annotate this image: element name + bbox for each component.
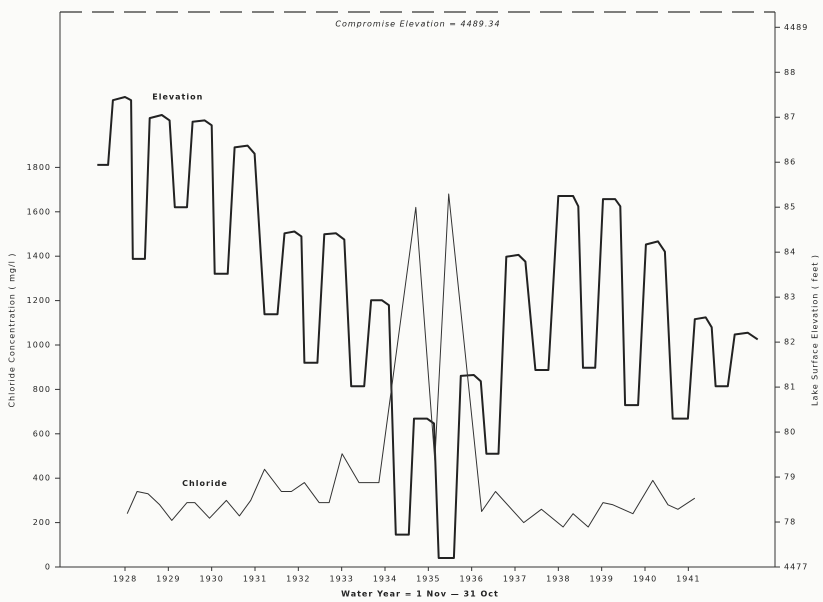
y2-tick-label: 85 xyxy=(784,203,796,212)
x-tick-label: 1941 xyxy=(676,575,700,584)
x-tick-label: 1939 xyxy=(589,575,613,584)
y-tick-label: 800 xyxy=(33,385,51,394)
x-tick-label: 1932 xyxy=(286,575,310,584)
series-line xyxy=(126,193,696,528)
y-tick-label: 1400 xyxy=(27,252,51,261)
x-tick-label: 1936 xyxy=(459,575,483,584)
y2-tick-label: 79 xyxy=(784,473,796,482)
x-tick-label: 1931 xyxy=(243,575,267,584)
y-tick-label: 1800 xyxy=(27,163,51,172)
x-tick-label: 1929 xyxy=(156,575,180,584)
x-tick-label: 1930 xyxy=(199,575,223,584)
series-line xyxy=(97,96,759,559)
y2-tick-label: 81 xyxy=(784,383,796,392)
y-tick-label: 1600 xyxy=(27,207,51,216)
y2-tick-label: 83 xyxy=(784,293,796,302)
y-tick-label: 600 xyxy=(33,429,51,438)
y-tick-label: 200 xyxy=(33,518,51,527)
x-tick-label: 1935 xyxy=(416,575,440,584)
y-tick-label: 1000 xyxy=(27,341,51,350)
x-axis-label: Water Year = 1 Nov — 31 Oct xyxy=(341,590,499,599)
y2-tick-label: 82 xyxy=(784,338,796,347)
y2-axis-label: Lake Surface Elevation ( feet ) xyxy=(811,254,820,406)
y2-tick-label: 80 xyxy=(784,428,796,437)
x-tick-label: 1928 xyxy=(113,575,137,584)
y2-tick-label: 86 xyxy=(784,158,796,167)
chart-title: Compromise Elevation = 4489.34 xyxy=(335,20,500,29)
series-label: Chloride xyxy=(182,479,228,488)
y-tick-label: 1200 xyxy=(27,296,51,305)
y-axis-label: Chloride Concentration ( mg/l ) xyxy=(8,252,17,407)
x-tick-label: 1937 xyxy=(503,575,527,584)
y2-tick-label: 87 xyxy=(784,113,796,122)
y2-tick-label: 84 xyxy=(784,248,796,257)
x-tick-label: 1938 xyxy=(546,575,570,584)
y-tick-label: 0 xyxy=(45,563,51,572)
y2-tick-label: 88 xyxy=(784,68,796,77)
y2-tick-label: 4477 xyxy=(784,563,808,572)
x-tick-label: 1934 xyxy=(373,575,397,584)
x-tick-label: 1940 xyxy=(633,575,657,584)
y2-tick-label: 4489 xyxy=(784,23,808,32)
y-tick-label: 400 xyxy=(33,474,51,483)
series-label: Elevation xyxy=(152,93,203,102)
x-tick-label: 1933 xyxy=(329,575,353,584)
y2-tick-label: 78 xyxy=(784,518,796,527)
